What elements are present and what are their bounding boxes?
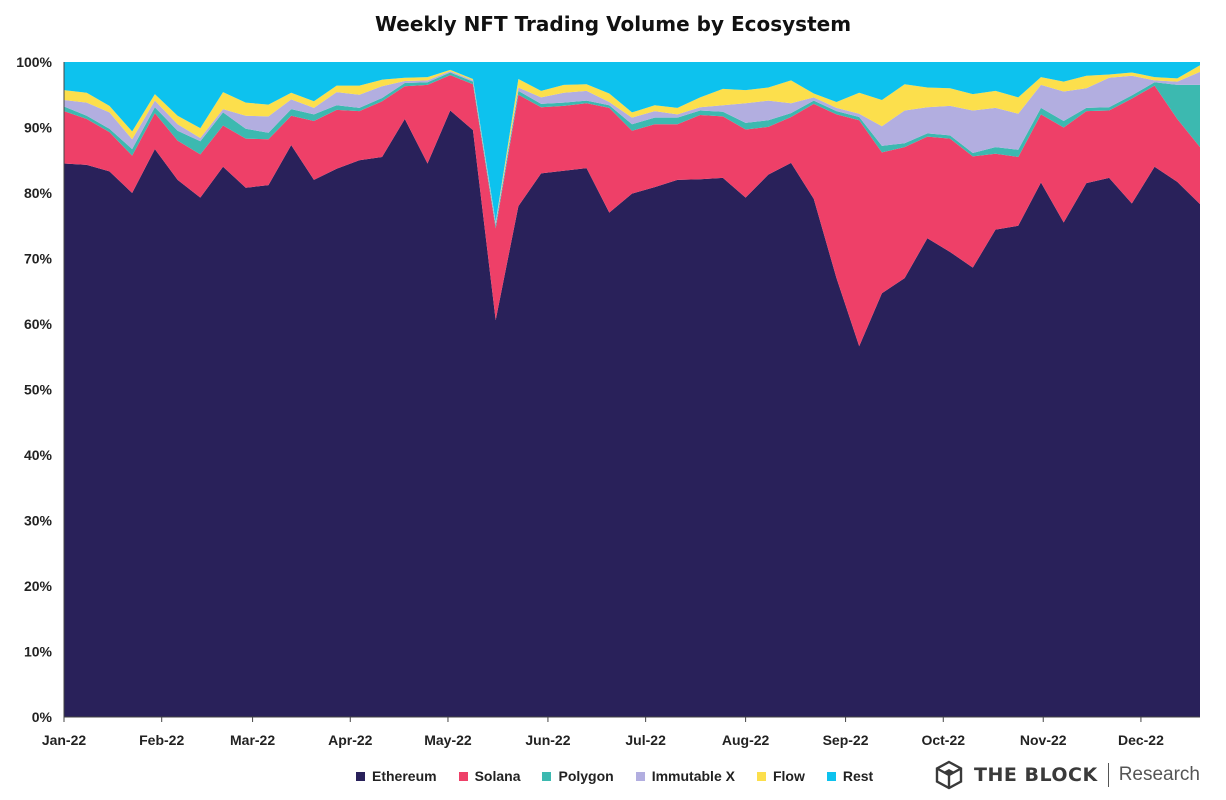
x-axis: Jan-22 Feb-22 Mar-22 Apr-22 May-22 Jun-22 Jul-…	[42, 716, 1200, 748]
y-tick-label: 20%	[24, 578, 53, 594]
x-tick-label: Jul-22	[625, 732, 666, 748]
legend-swatch	[635, 771, 645, 781]
legend: Ethereum Solana Polygon Immutable X Flow Rest	[356, 766, 873, 786]
legend-swatch	[458, 771, 468, 781]
legend-label: Immutable X	[651, 768, 735, 784]
legend-item-ethereum: Ethereum	[356, 768, 437, 784]
y-tick-label: 0%	[32, 709, 53, 725]
y-tick-label: 50%	[24, 382, 53, 398]
x-tick-label: May-22	[424, 732, 472, 748]
x-tick-label: Jan-22	[42, 732, 87, 748]
chart-title: Weekly NFT Trading Volume by Ecosystem	[374, 12, 852, 36]
series-area-flow	[64, 65, 1200, 223]
series-area-immutable-x	[64, 71, 1200, 226]
legend-swatch	[756, 771, 766, 781]
y-tick-label: 10%	[24, 644, 53, 660]
legend-label: Polygon	[558, 768, 614, 784]
x-tick-label: Dec-22	[1118, 732, 1164, 748]
y-tick-label: 100%	[16, 54, 52, 70]
series-area-ethereum	[64, 110, 1200, 718]
y-tick-label: 30%	[24, 513, 53, 529]
legend-label: Solana	[474, 768, 521, 784]
x-tick-label: Jun-22	[525, 732, 570, 748]
x-tick-label: Feb-22	[139, 732, 184, 748]
brand-name: THE BLOCK	[974, 764, 1098, 786]
y-tick-label: 80%	[24, 185, 53, 201]
y-tick-label: 70%	[24, 251, 53, 267]
x-tick-label: Aug-22	[722, 732, 770, 748]
series-areas	[64, 62, 1200, 718]
series-area-solana	[64, 75, 1200, 347]
y-tick-label: 40%	[24, 447, 53, 463]
legend-item-immutable-x: Immutable X	[635, 768, 735, 784]
y-axis: 0% 10% 20% 30% 40% 50% 60% 70% 80% 90% 100%	[16, 54, 65, 725]
series-area-rest	[64, 62, 1200, 222]
legend-swatch	[542, 771, 552, 781]
x-tick-label: Oct-22	[921, 732, 965, 748]
legend-swatch	[356, 771, 365, 781]
brand-watermark: THE BLOCK Research	[934, 760, 1200, 790]
legend-item-polygon: Polygon	[542, 768, 614, 784]
x-tick-label: Apr-22	[328, 732, 373, 748]
x-tick-label: Sep-22	[823, 732, 869, 748]
legend-item-solana: Solana	[458, 768, 521, 784]
legend-item-flow: Flow	[756, 768, 805, 784]
legend-label: Rest	[842, 768, 874, 784]
legend-swatch	[826, 771, 836, 781]
y-tick-label: 90%	[24, 120, 53, 136]
brand-suffix: Research	[1118, 764, 1201, 785]
y-tick-label: 60%	[24, 316, 53, 332]
cube-logo-icon	[935, 760, 963, 790]
legend-item-rest: Rest	[826, 768, 874, 784]
legend-label: Flow	[772, 768, 805, 784]
x-tick-label: Nov-22	[1020, 732, 1067, 748]
x-tick-label: Mar-22	[230, 732, 275, 748]
brand-divider	[1107, 763, 1109, 787]
legend-label: Ethereum	[372, 768, 437, 784]
